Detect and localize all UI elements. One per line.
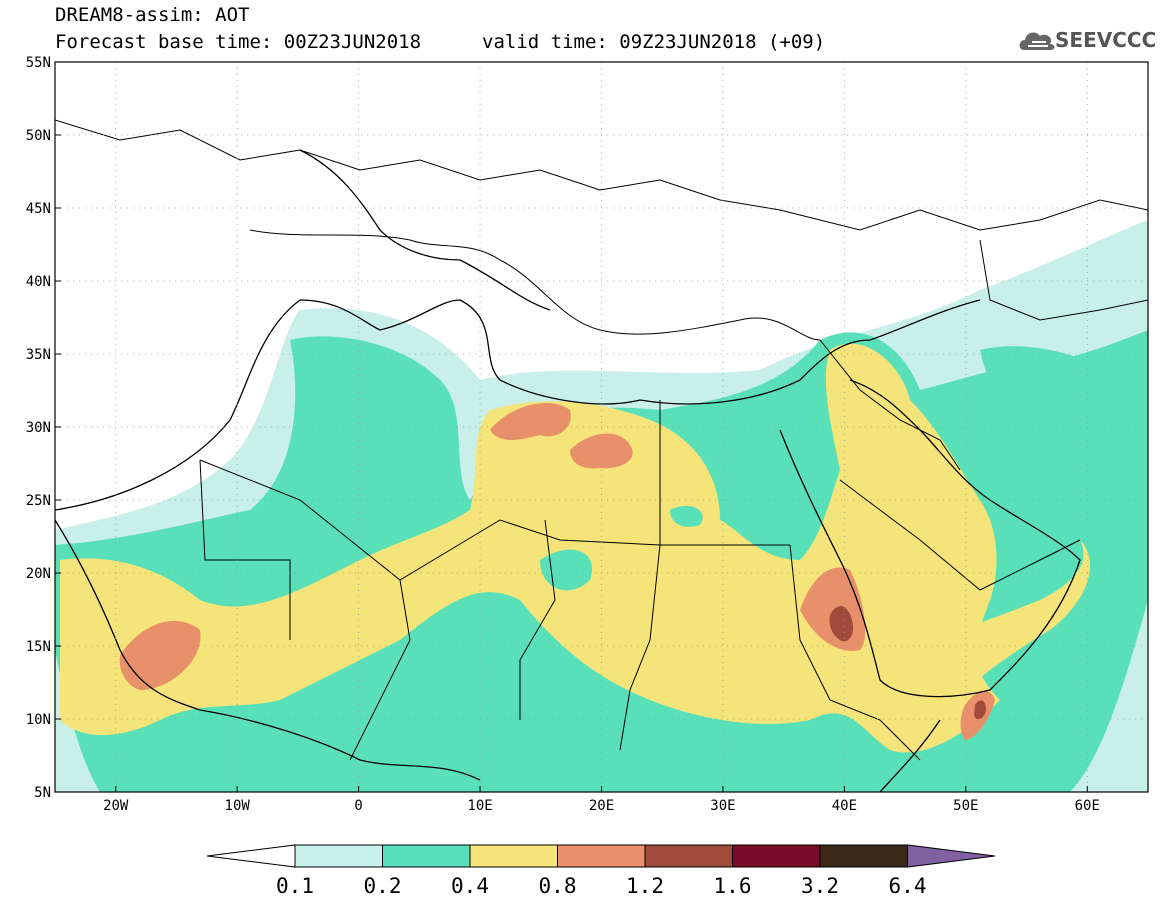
colorbar-box [294,844,383,868]
lat-label: 35N [26,347,51,363]
colorbar-label: 1.2 [626,874,664,898]
colorbar-box [557,844,646,868]
lat-label: 50N [26,128,51,144]
lat-label: 45N [26,201,51,217]
aot-band-0-8-senegal [119,620,201,690]
lon-label: 20W [103,798,129,814]
colorbar-box [469,844,558,868]
lon-label: 30E [710,798,735,814]
lat-label: 55N [26,55,51,71]
lat-label: 15N [26,639,51,655]
lon-label: 0 [354,798,362,814]
colorbar-label: 0.8 [539,874,577,898]
lon-label: 10W [225,798,251,814]
forecast-base-time: Forecast base time: 00Z23JUN2018 [55,31,422,53]
colorbar-box [732,844,821,868]
lon-label: 20E [589,798,614,814]
lat-label: 30N [26,420,51,436]
colorbar-label: 0.2 [364,874,402,898]
lat-label: 20N [26,566,51,582]
lat-label: 5N [34,785,51,801]
colorbar-label: 3.2 [801,874,839,898]
colorbar-label: 0.1 [276,874,314,898]
colorbar-max-triangle [907,844,996,868]
lat-label: 10N [26,712,51,728]
colorbar-box [819,844,908,868]
colorbar-label: 1.6 [714,874,752,898]
colorbar-box [644,844,733,868]
aot-band-0-8-chad [570,433,633,469]
aot-band-0-4 [60,343,1000,753]
lon-label: 10E [467,798,492,814]
colorbar-min-triangle [206,844,296,868]
lat-label: 25N [26,493,51,509]
valid-time: valid time: 09Z23JUN2018 (+09) [482,31,826,53]
cloud-logo-icon [1019,32,1055,50]
colorbar-box [382,844,471,868]
lon-label: 40E [832,798,857,814]
map-title: DREAM8-assim: AOT [55,4,250,26]
lon-label: 50E [953,798,978,814]
colorbar-label: 0.4 [451,874,489,898]
aot-band-0-8-libya [490,402,571,440]
logo-text: SEEVCCC [1055,28,1157,52]
colorbar-label: 6.4 [889,874,927,898]
lat-label: 40N [26,274,51,290]
lon-label: 60E [1075,798,1100,814]
